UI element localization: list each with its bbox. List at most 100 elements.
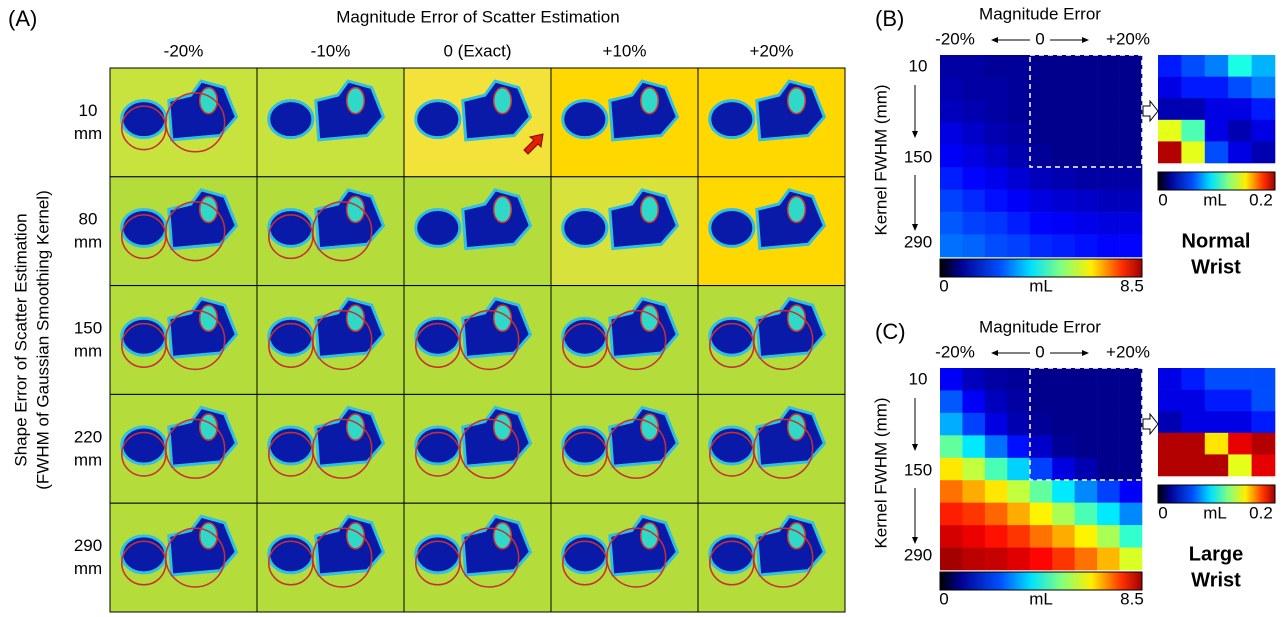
- row-label: 10: [79, 101, 98, 120]
- inset-cell: [1158, 98, 1182, 121]
- inset-cell: [1181, 55, 1206, 77]
- contour: [312, 418, 373, 479]
- bone: [345, 86, 366, 115]
- heatmap-cell: [1007, 189, 1031, 213]
- inset-cell: [1158, 432, 1182, 455]
- inset-cell: [1181, 141, 1206, 164]
- heatmap-cell: [1007, 167, 1031, 190]
- heatmap-cell: [1007, 390, 1031, 414]
- heatmap-cell: [1029, 547, 1053, 571]
- heatmap-cell: [1097, 502, 1120, 526]
- heatmap-cell: [984, 525, 1008, 548]
- heatmap-cell: [940, 212, 963, 235]
- heatmap-cell: [1007, 368, 1031, 391]
- heatmap-cell: [1052, 390, 1075, 414]
- contour: [165, 527, 226, 588]
- row-label: mm: [74, 124, 102, 143]
- heatmap-cell: [962, 547, 986, 571]
- heatmap-cell: [1074, 55, 1098, 78]
- row-label: 220: [74, 427, 102, 446]
- inset-cell: [1158, 141, 1182, 164]
- heatmap-cell: [1097, 412, 1120, 436]
- inset-cell: [1228, 119, 1252, 142]
- y-label: 290: [904, 545, 932, 564]
- heatmap-cell: [962, 368, 986, 391]
- heatmap-cell: [984, 368, 1008, 391]
- heatmap-cell: [962, 390, 986, 414]
- contour: [459, 309, 520, 371]
- heatmap-cell: [984, 390, 1008, 414]
- row-label: mm: [74, 450, 102, 469]
- heatmap-cell: [1119, 457, 1143, 481]
- heatmap-cell: [940, 457, 963, 481]
- heatmap-cell: [1097, 480, 1120, 503]
- colorbar-unit: mL: [1029, 276, 1053, 295]
- heatmap-cell: [1074, 412, 1098, 436]
- x-label: +20%: [1106, 342, 1150, 361]
- heatmap-cell: [984, 547, 1008, 571]
- inset-cell: [1228, 411, 1252, 434]
- heatmap-cell: [984, 77, 1008, 101]
- heatmap-cell: [940, 234, 963, 258]
- heatmap-cell: [984, 99, 1008, 123]
- bone: [639, 86, 660, 115]
- heatmap-cell: [1052, 212, 1075, 235]
- colorbar-tick: 0: [939, 276, 948, 295]
- heatmap-cell: [1029, 122, 1053, 146]
- tissue: [414, 99, 462, 140]
- heatmap-cell: [1119, 234, 1143, 258]
- inset-colorbar: [1157, 484, 1276, 504]
- x-label: -20%: [935, 342, 975, 361]
- heatmap-cell: [1074, 525, 1098, 548]
- inset-colorbar: [1157, 171, 1276, 191]
- tissue: [414, 207, 462, 248]
- heatmap-cell: [1074, 144, 1098, 168]
- heatmap-cell: [962, 77, 986, 101]
- inset-cell: [1228, 454, 1252, 477]
- heatmap-cell: [940, 480, 963, 503]
- heatmap-cell: [962, 457, 986, 481]
- heatmap-cell: [1119, 55, 1143, 78]
- heatmap-cell: [1074, 435, 1098, 459]
- contour: [753, 418, 814, 479]
- inset-cell: [1181, 368, 1206, 390]
- x-label: 0: [1035, 29, 1044, 48]
- heatmap-cell: [1029, 77, 1053, 101]
- inset-cell: [1204, 98, 1229, 121]
- heatmap-cell: [940, 390, 963, 414]
- heatmap-cell: [1119, 480, 1143, 503]
- heatmap-cell: [1007, 144, 1031, 168]
- inset-cell: [1158, 389, 1182, 412]
- heatmap-cell: [1029, 457, 1053, 481]
- heatmap-cell: [1029, 144, 1053, 168]
- row-label: mm: [74, 559, 102, 578]
- x-label: 0: [1035, 342, 1044, 361]
- inset-cell: [1251, 76, 1276, 99]
- heatmap-cell: [1052, 167, 1075, 190]
- colorbar-tick: 0: [1158, 503, 1167, 522]
- panel-label: (A): [8, 6, 37, 31]
- panel-label: (B): [875, 6, 904, 31]
- y-title: Kernel FWHM (mm): [871, 397, 890, 548]
- heatmap-cell: [984, 480, 1008, 503]
- row-label: mm: [74, 341, 102, 360]
- contour: [606, 527, 667, 588]
- heatmap-cell: [1074, 368, 1098, 391]
- heatmap-cell: [1007, 412, 1031, 436]
- heatmap-cell: [1007, 99, 1031, 123]
- heatmap-cell: [962, 144, 986, 168]
- heatmap-cell: [1029, 480, 1053, 503]
- heatmap-cell: [1029, 167, 1053, 190]
- panel-b: (B) Magnitude Error-20% 0 +20% Kernel FWHM (…: [871, 4, 1276, 295]
- inset-cell: [1158, 411, 1182, 434]
- heatmap-cell: [940, 167, 963, 190]
- y-title: (FWHM of Gaussian Smoothing Kernel): [33, 190, 52, 490]
- heatmap-cell: [1119, 122, 1143, 146]
- colorbar-unit: mL: [1203, 190, 1227, 209]
- heatmap-cell: [1074, 167, 1098, 190]
- contour: [165, 201, 226, 262]
- heatmap-cell: [1119, 77, 1143, 101]
- panel-title: Magnitude Error of Scatter Estimation: [336, 7, 619, 26]
- heatmap-cell: [984, 234, 1008, 258]
